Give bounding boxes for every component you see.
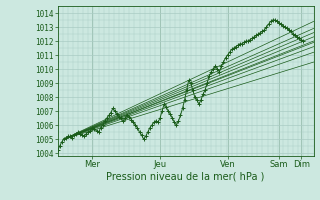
X-axis label: Pression niveau de la mer( hPa ): Pression niveau de la mer( hPa ): [107, 172, 265, 182]
